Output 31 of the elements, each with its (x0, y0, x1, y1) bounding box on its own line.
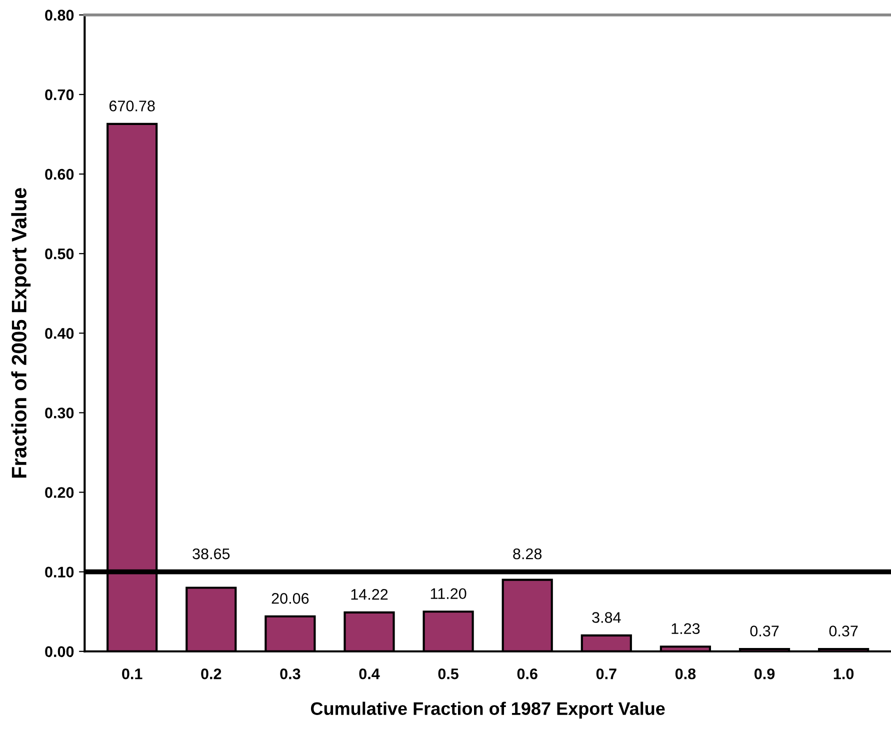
annotation: 1.23 (672, 623, 700, 634)
annotation: 0.37 (750, 626, 779, 636)
y-tick-label: 0.80 (45, 10, 74, 21)
x-tick-label: 0.3 (280, 668, 300, 680)
x-tick-label: 0.2 (201, 668, 222, 680)
x-tick-label: 0.5 (438, 668, 458, 680)
y-tick-label: 0.10 (45, 566, 74, 578)
annotation: 0.37 (829, 626, 858, 636)
y-tick-label: 0.60 (45, 168, 74, 180)
x-axis-title: Cumulative Fraction of 1987 Export Value (310, 702, 665, 719)
x-tick-label: 0.1 (122, 668, 142, 680)
x-tick-label: 0.6 (517, 668, 538, 680)
annotation: 11.20 (430, 588, 466, 600)
x-tick-label: 0.4 (359, 668, 380, 680)
annotation: 38.65 (192, 548, 230, 560)
y-tick-label: 0.40 (45, 328, 74, 339)
annotation: 8.28 (513, 548, 542, 560)
y-tick-label: 0.20 (45, 487, 74, 498)
annotation: 14.22 (351, 589, 388, 600)
annotation: 3.84 (592, 612, 621, 623)
x-tick-label: 0.8 (675, 668, 696, 680)
y-tick-label: 0.70 (45, 89, 74, 100)
annotation: 670.78 (109, 100, 155, 112)
y-axis-title: Fraction of 2005 Export Value (11, 188, 31, 478)
annotation: 20.06 (272, 592, 309, 604)
y-tick-label: 0.30 (45, 408, 74, 418)
x-tick-label: 0.7 (596, 668, 616, 680)
x-tick-label: 0.9 (754, 668, 775, 680)
y-tick-label: 0.50 (45, 248, 74, 260)
y-tick-label: 0.00 (45, 646, 74, 658)
x-tick-label: 1.0 (834, 668, 854, 680)
